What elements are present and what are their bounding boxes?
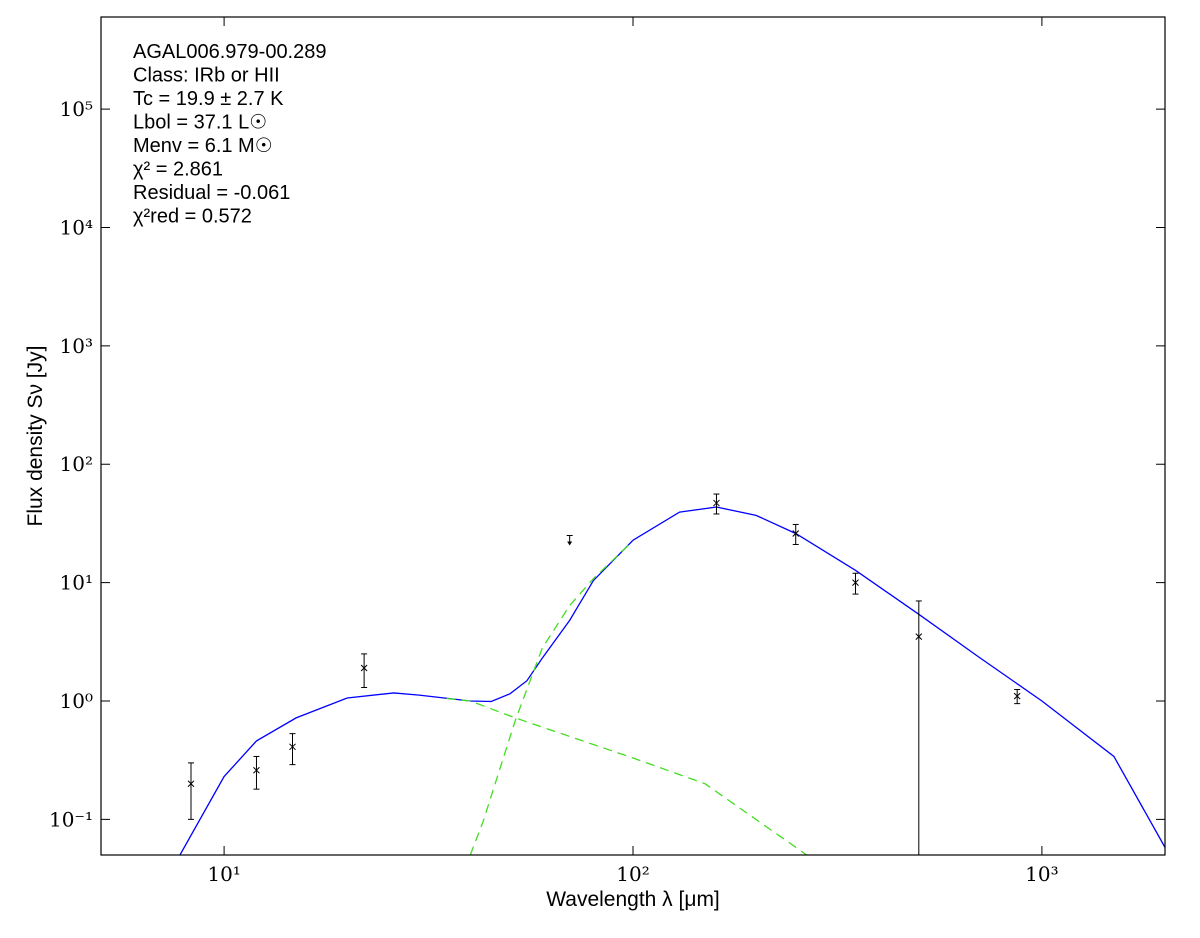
y-tick-label: 10⁴ xyxy=(60,215,93,239)
annotation: Residual = -0.061 xyxy=(133,182,290,204)
x-tick-label: 10² xyxy=(616,862,649,886)
data-point xyxy=(713,499,720,507)
annotation: χ² = 2.861 xyxy=(133,159,223,181)
data-point xyxy=(360,664,368,672)
annotation: Menv = 6.1 M☉ xyxy=(133,135,273,157)
model-curve xyxy=(469,540,634,855)
annotation: Lbol = 37.1 L☉ xyxy=(133,112,267,134)
model-curve xyxy=(446,697,808,855)
annotation: Class: IRb or HII xyxy=(133,65,280,87)
data-point xyxy=(289,743,296,751)
upper-limit-arrow xyxy=(567,541,573,546)
y-tick-label: 10³ xyxy=(60,334,93,358)
data-point xyxy=(253,766,260,774)
y-tick-label: 10² xyxy=(60,452,93,476)
y-axis-label: Flux density Sν [Jy] xyxy=(24,346,47,527)
y-tick-label: 10⁻¹ xyxy=(49,807,93,831)
annotation: AGAL006.979-00.289 xyxy=(133,41,327,63)
y-tick-label: 10⁰ xyxy=(60,689,93,713)
data-point xyxy=(852,579,859,586)
x-tick-label: 10³ xyxy=(1025,862,1058,886)
data-point xyxy=(792,530,800,537)
plot-area xyxy=(179,493,1165,855)
y-tick-label: 10⁵ xyxy=(60,97,93,121)
x-tick-label: 10¹ xyxy=(207,862,240,886)
data-point xyxy=(187,780,195,788)
y-tick-label: 10¹ xyxy=(60,571,93,595)
annotation: Tc = 19.9 ± 2.7 K xyxy=(133,88,284,110)
data-point xyxy=(915,633,923,640)
x-axis-label: Wavelength λ [μm] xyxy=(546,888,720,911)
annotation: χ²red = 0.572 xyxy=(133,206,252,228)
data-point xyxy=(1013,692,1021,700)
